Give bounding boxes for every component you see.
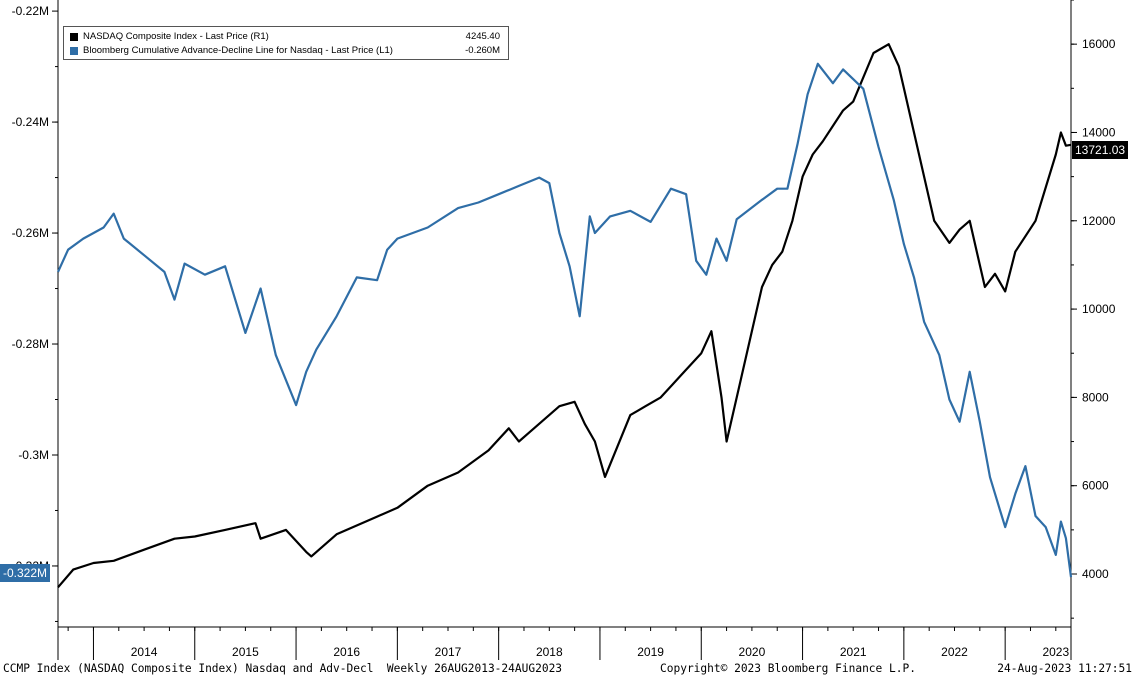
legend-swatch-nasdaq xyxy=(70,33,78,41)
legend-label-adline: Bloomberg Cumulative Advance-Decline Lin… xyxy=(83,45,393,56)
series-line-nasdaq xyxy=(57,43,1072,589)
right-axis-tick-label: 12000 xyxy=(1082,214,1116,228)
footer-copyright: Copyright© 2023 Bloomberg Finance L.P. xyxy=(660,662,916,675)
legend-value-adline: -0.260M xyxy=(465,45,500,56)
x-axis-tick-label: 2016 xyxy=(333,645,360,659)
left-last-value-badge: -0.322M xyxy=(0,564,51,582)
axes-layer: -0.22M-0.24M-0.26M-0.28M-0.3M-0.32M40006… xyxy=(12,0,1116,660)
footer-timestamp: 24-Aug-2023 11:27:51 xyxy=(997,662,1132,675)
x-axis-tick-label: 2018 xyxy=(536,645,563,659)
right-last-value-badge: 13721.03 xyxy=(1072,141,1129,159)
series-layer xyxy=(56,43,1073,589)
x-axis-tick-label: 2014 xyxy=(131,645,158,659)
left-axis-tick-label: -0.24M xyxy=(12,115,49,129)
legend-entry-nasdaq: NASDAQ Composite Index - Last Price (R1)… xyxy=(70,30,500,44)
x-axis-tick-label: 2019 xyxy=(637,645,664,659)
x-axis-tick-label: 2020 xyxy=(739,645,766,659)
legend-swatch-adline xyxy=(70,47,78,55)
x-axis-tick-label: 2015 xyxy=(232,645,259,659)
x-axis-tick-label: 2017 xyxy=(435,645,462,659)
x-axis-tick-label: 2021 xyxy=(840,645,867,659)
right-axis-tick-label: 4000 xyxy=(1082,567,1109,581)
right-axis-tick-label: 10000 xyxy=(1082,302,1116,316)
left-axis-tick-label: -0.26M xyxy=(12,226,49,240)
right-axis-tick-label: 8000 xyxy=(1082,390,1109,404)
legend-value-nasdaq: 4245.40 xyxy=(465,31,500,42)
legend-label-nasdaq: NASDAQ Composite Index - Last Price (R1) xyxy=(83,31,269,42)
legend-box: NASDAQ Composite Index - Last Price (R1)… xyxy=(63,26,509,60)
x-axis-tick-label: 2022 xyxy=(941,645,968,659)
legend-entry-adline: Bloomberg Cumulative Advance-Decline Lin… xyxy=(70,44,500,58)
series-line-adline xyxy=(56,62,1073,578)
x-axis-tick-label: 2023 xyxy=(1042,645,1069,659)
left-axis-tick-label: -0.3M xyxy=(18,448,49,462)
right-axis-tick-label: 14000 xyxy=(1082,125,1116,139)
left-axis-tick-label: -0.22M xyxy=(12,4,49,18)
right-axis-tick-label: 16000 xyxy=(1082,37,1116,51)
footer-description: CCMP Index (NASDAQ Composite Index) Nasd… xyxy=(3,662,563,675)
left-axis-tick-label: -0.28M xyxy=(12,337,49,351)
right-axis-tick-label: 6000 xyxy=(1082,479,1109,493)
